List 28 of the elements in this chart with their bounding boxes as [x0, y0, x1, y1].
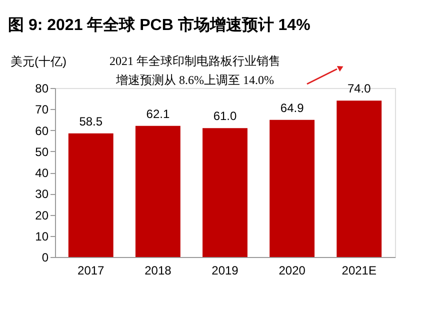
- y-tick-label: 20: [35, 208, 49, 222]
- data-label: 64.9: [280, 100, 304, 115]
- data-label: 74.0: [347, 82, 372, 96]
- text: 2021 年全球印制电路板行业销售: [110, 54, 280, 68]
- bar: [202, 128, 248, 257]
- data-label: 62.1: [146, 106, 170, 121]
- y-tick-label: 50: [35, 144, 49, 159]
- bar: [135, 126, 180, 257]
- y-tick-label: 40: [35, 166, 49, 180]
- x-tick-label: 2018: [144, 264, 172, 278]
- chart-title: 图 9: 2021 年全球 PCB 市场增速预计 14%: [8, 16, 310, 34]
- x-tick-label: 2021E: [342, 264, 376, 278]
- text: 增速预测从 8.6%上调至 14.0%: [115, 73, 274, 87]
- y-tick-label: 80: [35, 82, 49, 96]
- data-label: 61.0: [213, 109, 237, 124]
- y-tick-label: 10: [35, 229, 49, 244]
- y-tick-label: 0: [42, 250, 49, 264]
- x-tick-label: 2020: [278, 264, 306, 278]
- y-axis-title: 美元(十亿): [10, 54, 66, 68]
- bar: [68, 133, 114, 257]
- bar: [270, 120, 315, 257]
- data-label: 58.5: [79, 114, 103, 128]
- y-tick-label: 70: [35, 102, 49, 117]
- x-tick-label: 2019: [212, 264, 239, 278]
- y-tick-label: 30: [35, 187, 49, 202]
- bar: [336, 100, 382, 257]
- y-tick-label: 60: [35, 124, 49, 138]
- x-tick-label: 2017: [78, 264, 105, 278]
